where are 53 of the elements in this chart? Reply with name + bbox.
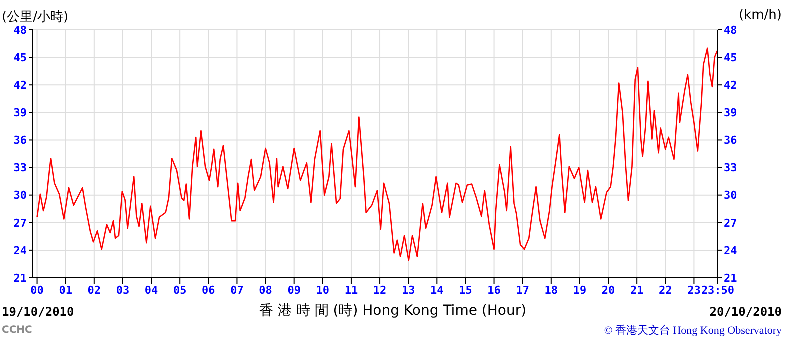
y2-tick-label: 48 [724, 24, 738, 37]
line-series [36, 48, 718, 262]
x-tick-label: 14 [430, 284, 444, 297]
x-tick-label: 01 [59, 284, 73, 297]
x-tick-label: 23 [688, 284, 701, 297]
y-tick-label: 42 [14, 79, 27, 92]
y2-tick-label: 21 [724, 272, 738, 285]
x-tick-label: 20 [602, 284, 616, 297]
x-tick-label: 19 [573, 284, 587, 297]
x-axis-title: 香 港 時 間 (時) Hong Kong Time (Hour) [259, 303, 527, 319]
y-tick-label: 24 [14, 244, 28, 258]
x-tick-label: 08 [259, 284, 272, 297]
y2-tick-label: 42 [724, 79, 738, 92]
y2-tick-label: 45 [724, 51, 738, 64]
y2-tick-label: 24 [724, 244, 738, 258]
text: © 香港天文台 Hong Kong Observatory [604, 324, 782, 338]
text: 20/10/2010 [710, 305, 782, 319]
x-tick-label: 03 [116, 284, 130, 297]
text: CCHC [2, 325, 32, 336]
x-tick-label: 22 [659, 284, 672, 297]
y2-axis-title: (km/h) [739, 8, 782, 23]
y2-tick-label: 39 [724, 106, 738, 120]
x-tick-label: 16 [488, 284, 502, 297]
x-tick-label: 12 [373, 284, 387, 297]
y2-tick-label: 30 [724, 189, 738, 202]
x-tick-label: 06 [202, 284, 216, 297]
y-tick-label: 39 [14, 106, 27, 120]
x-tick-label: 05 [173, 284, 187, 297]
x-tick-label: 02 [88, 284, 102, 297]
y2-tick-label: 36 [724, 134, 738, 148]
text: 19/10/2010 [2, 305, 74, 319]
x-tick-label: 15 [459, 284, 472, 297]
x-tick-label: 23:50 [701, 284, 735, 297]
x-tick-label: 04 [144, 284, 159, 297]
y-tick-label: 33 [14, 162, 27, 175]
y-tick-label: 30 [14, 189, 27, 202]
x-tick-label: 21 [630, 284, 644, 297]
x-tick-label: 09 [288, 284, 301, 297]
x-tick-label: 07 [230, 284, 244, 297]
x-tick-label: 11 [344, 284, 358, 297]
y-tick-label: 27 [14, 216, 27, 230]
x-tick-label: 17 [516, 284, 530, 297]
y2-tick-label: 27 [724, 216, 738, 230]
x-tick-label: 10 [316, 284, 330, 297]
y-tick-label: 21 [14, 272, 28, 285]
x-tick-label: 00 [30, 284, 44, 297]
y-tick-label: 36 [14, 134, 28, 148]
y-axis-title: (公里/小時) [2, 9, 69, 26]
x-tick-label: 13 [402, 284, 416, 297]
y-tick-label: 45 [14, 51, 27, 64]
x-tick-label: 18 [544, 284, 558, 297]
y-tick-label: 48 [14, 24, 27, 37]
y2-tick-label: 33 [724, 162, 738, 175]
